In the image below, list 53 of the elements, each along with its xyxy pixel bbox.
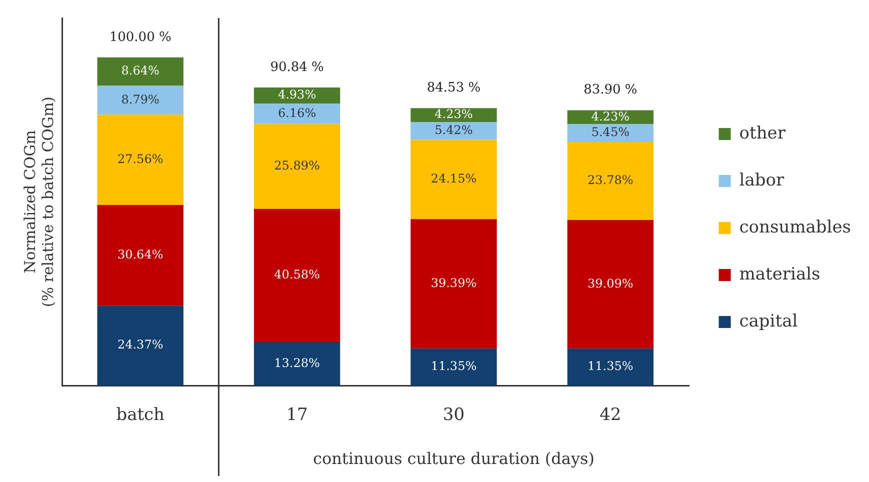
data-label: 39.39%	[430, 276, 477, 290]
bar	[567, 348, 654, 386]
total-label: 83.90 %	[584, 82, 638, 98]
data-label: 24.37%	[117, 338, 164, 352]
legend-label: consumables	[739, 217, 852, 238]
data-label: 40.58%	[274, 268, 320, 282]
bar	[410, 140, 497, 220]
legend-label: materials	[739, 264, 820, 284]
legend-label: labor	[739, 170, 785, 190]
data-label: 4.23%	[434, 107, 473, 122]
x-tick-label: 17	[286, 405, 308, 426]
x-tick-label: batch	[116, 405, 165, 426]
data-label: 4.23%	[591, 109, 630, 124]
data-label: 39.09%	[588, 276, 634, 290]
data-label: 27.56%	[117, 152, 164, 166]
legend-label: other	[739, 123, 786, 144]
bar	[97, 57, 184, 86]
x-tick-label: 42	[600, 405, 622, 426]
bar	[410, 348, 497, 386]
data-label: 8.64%	[121, 64, 160, 78]
bar	[254, 342, 340, 386]
data-label: 5.45%	[591, 125, 630, 140]
data-label: 23.78%	[588, 173, 634, 188]
data-label: 25.89%	[274, 158, 320, 172]
data-label: 13.28%	[274, 356, 320, 370]
data-label: 6.16%	[278, 106, 316, 120]
total-label: 90.84 %	[270, 60, 324, 75]
bar	[254, 124, 340, 209]
bar	[254, 104, 340, 124]
data-label: 24.15%	[430, 172, 477, 186]
bar	[97, 205, 184, 306]
bar	[97, 306, 184, 386]
x-axis-title: continuous culture duration (days)	[313, 449, 594, 468]
legend-label: capital	[739, 311, 798, 332]
data-label: 5.42%	[434, 123, 473, 138]
bar	[567, 220, 654, 348]
bar	[410, 219, 497, 348]
bar	[97, 86, 184, 115]
total-label: 100.00 %	[109, 30, 172, 45]
bar	[97, 114, 184, 206]
data-label: 30.64%	[117, 247, 164, 262]
bar	[410, 108, 497, 122]
data-label: 8.79%	[121, 92, 160, 106]
data-label: 11.35%	[588, 359, 634, 374]
bar	[410, 122, 497, 140]
bar	[254, 208, 340, 342]
bar	[567, 142, 654, 220]
bar	[567, 124, 654, 142]
total-label: 84.53 %	[426, 80, 481, 96]
y-axis-title: Normalized COGm (% relative to batch COGm)	[20, 96, 57, 308]
data-label: 4.93%	[278, 88, 316, 102]
data-label: 11.35%	[430, 359, 477, 374]
x-tick-label: 30	[442, 405, 465, 426]
